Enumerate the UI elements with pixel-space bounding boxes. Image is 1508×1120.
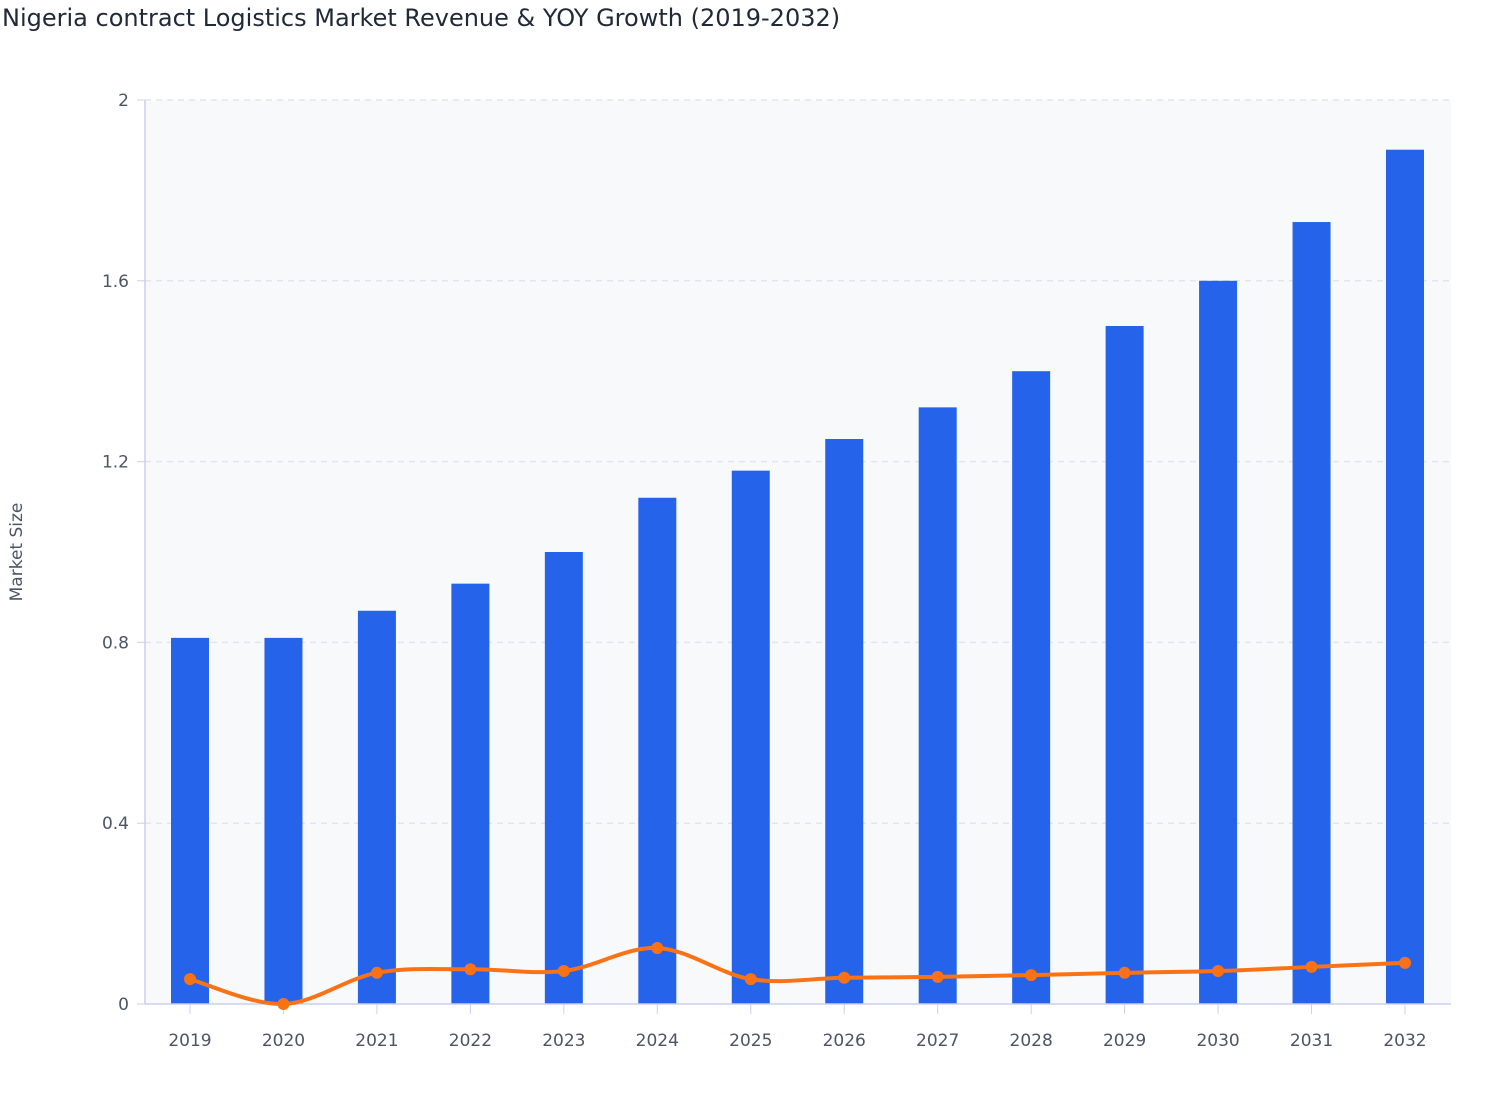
bar-2021 (357, 610, 396, 1004)
bar-2026 (825, 439, 864, 1004)
growth-point-2032 (1399, 956, 1411, 969)
bar-2022 (451, 583, 490, 1004)
growth-point-2023 (557, 965, 570, 978)
bar-2031 (1292, 222, 1331, 1005)
x-tick-label: 2020 (262, 1031, 305, 1051)
growth-point-2029 (1118, 966, 1131, 979)
x-tick-label: 2021 (355, 1031, 398, 1051)
y-tick-label: 0.8 (102, 633, 129, 653)
chart-title: Nigeria contract Logistics Market Revenu… (2, 4, 841, 32)
growth-point-2030 (1212, 965, 1225, 978)
x-tick-label: 2023 (542, 1031, 585, 1051)
x-tick-label: 2019 (168, 1031, 211, 1051)
growth-point-2022 (464, 963, 477, 976)
bar-2019 (171, 637, 209, 1004)
growth-point-2027 (931, 970, 944, 983)
bar-2020 (264, 637, 303, 1004)
x-tick-label: 2031 (1290, 1031, 1333, 1051)
x-tick-label: 2026 (823, 1031, 866, 1051)
growth-point-2024 (651, 941, 664, 954)
bar-2023 (544, 552, 583, 1004)
bar-2024 (638, 497, 677, 1004)
x-tick-label: 2032 (1383, 1031, 1426, 1051)
growth-point-2028 (1025, 969, 1038, 982)
x-tick-label: 2022 (449, 1031, 492, 1051)
x-tick-label: 2024 (636, 1031, 679, 1051)
x-tick-label: 2030 (1196, 1031, 1239, 1051)
x-tick-label: 2027 (916, 1031, 959, 1051)
growth-point-2025 (744, 973, 757, 986)
y-tick-label: 1.6 (102, 272, 129, 292)
y-axis-label: Market Size (7, 503, 27, 602)
bar-2025 (731, 470, 770, 1004)
x-tick-label: 2028 (1010, 1031, 1053, 1051)
y-tick-label: 0 (118, 995, 129, 1015)
growth-point-2020 (277, 998, 290, 1010)
x-tick-label: 2029 (1103, 1031, 1146, 1051)
growth-point-2026 (838, 971, 851, 984)
growth-point-2031 (1305, 960, 1318, 973)
y-tick-label: 0.4 (102, 814, 129, 834)
y-tick-label: 1.2 (102, 453, 129, 473)
bar-2029 (1105, 326, 1144, 1004)
bar-2027 (918, 407, 957, 1004)
y-tick-label: 2 (118, 91, 129, 111)
growth-point-2021 (370, 966, 383, 979)
bar-2030 (1199, 280, 1238, 1004)
x-tick-label: 2025 (729, 1031, 772, 1051)
plot-area (145, 100, 1451, 1004)
bar-2032 (1386, 149, 1424, 1005)
growth-point-2019 (184, 973, 196, 986)
bar-2028 (1012, 371, 1051, 1004)
